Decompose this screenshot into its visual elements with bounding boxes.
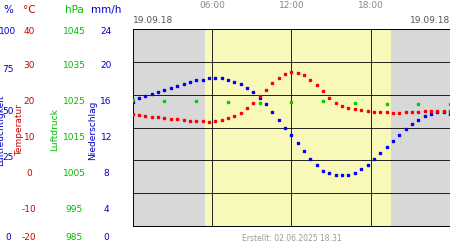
Text: -10: -10 [22, 206, 36, 214]
Text: 20: 20 [23, 97, 35, 106]
Text: 19.09.18: 19.09.18 [410, 16, 450, 25]
Text: 0: 0 [27, 169, 32, 178]
Text: Niederschlag: Niederschlag [88, 100, 97, 160]
Text: 0: 0 [104, 233, 109, 242]
Text: 19.09.18: 19.09.18 [133, 16, 173, 25]
Text: Luftfeuchtigkeit: Luftfeuchtigkeit [0, 94, 5, 166]
Text: 4: 4 [104, 206, 109, 214]
Text: Luftdruck: Luftdruck [50, 108, 59, 152]
Text: 30: 30 [23, 60, 35, 70]
Text: -20: -20 [22, 233, 36, 242]
Text: mm/h: mm/h [91, 5, 122, 15]
Text: 1025: 1025 [63, 97, 86, 106]
Text: 10: 10 [23, 133, 35, 142]
Text: °C: °C [23, 5, 36, 15]
Text: 1035: 1035 [63, 60, 86, 70]
Text: hPa: hPa [65, 5, 84, 15]
Text: 12: 12 [100, 133, 112, 142]
Text: 995: 995 [66, 206, 83, 214]
Text: 06:00: 06:00 [199, 2, 225, 11]
Text: 40: 40 [23, 27, 35, 36]
Text: 1005: 1005 [63, 169, 86, 178]
Text: 8: 8 [104, 169, 109, 178]
Text: 16: 16 [100, 97, 112, 106]
Text: 24: 24 [101, 27, 112, 36]
Text: 1015: 1015 [63, 133, 86, 142]
Text: 100: 100 [0, 27, 17, 36]
Text: 25: 25 [2, 153, 13, 162]
Text: 985: 985 [66, 233, 83, 242]
Text: 50: 50 [2, 107, 13, 116]
Text: 20: 20 [100, 60, 112, 70]
Text: Temperatur: Temperatur [15, 104, 24, 156]
Bar [206, 29, 391, 226]
Text: 75: 75 [2, 66, 13, 74]
Text: %: % [3, 5, 13, 15]
Text: 12:00: 12:00 [279, 2, 304, 11]
Text: 0: 0 [5, 233, 11, 242]
Text: 1045: 1045 [63, 27, 86, 36]
Text: 18:00: 18:00 [358, 2, 383, 11]
Text: Erstellt: 02.06.2025 18:31: Erstellt: 02.06.2025 18:31 [242, 234, 341, 242]
